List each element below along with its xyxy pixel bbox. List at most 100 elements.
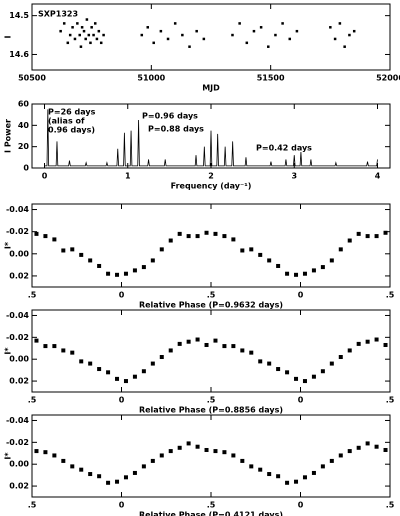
x-tick-label: 0 — [298, 501, 304, 510]
annotation: P=26 days — [48, 108, 96, 117]
data-point — [59, 29, 62, 33]
data-point — [70, 350, 75, 355]
x-tick-label: .5 — [28, 501, 37, 510]
y-tick-label: 60 — [18, 100, 30, 109]
y-axis-label: I* — [4, 241, 13, 249]
data-point — [285, 370, 290, 375]
data-point — [365, 339, 370, 344]
x-tick-label: .5 — [28, 396, 37, 405]
x-tick-label: 52000 — [376, 74, 400, 83]
data-point — [285, 271, 290, 276]
data-point — [177, 341, 182, 346]
x-axis-label: Relative Phase (P=0.8856 days) — [139, 406, 283, 415]
annotation: P=0.96 days — [142, 112, 198, 121]
data-point — [150, 458, 155, 463]
x-tick-label: .5 — [207, 291, 216, 300]
data-point — [43, 234, 48, 239]
data-point — [115, 272, 120, 277]
data-point — [213, 338, 218, 343]
data-point — [383, 447, 388, 452]
data-point — [383, 230, 388, 235]
data-point — [159, 247, 164, 252]
data-point — [245, 41, 249, 45]
data-point — [195, 444, 200, 449]
data-point — [159, 355, 164, 360]
data-point — [267, 258, 272, 263]
plot-frame — [31, 203, 391, 288]
x-tick-label: .5 — [386, 396, 395, 405]
data-point — [258, 467, 263, 472]
data-point — [347, 449, 352, 454]
data-point — [267, 45, 270, 48]
data-point — [61, 348, 66, 353]
y-tick-label: -0.04 — [6, 416, 29, 425]
y-tick-label: 0.00 — [9, 355, 29, 364]
data-point — [52, 237, 57, 242]
data-point — [338, 453, 343, 458]
data-point — [295, 29, 299, 33]
x-tick-label: 51500 — [257, 74, 285, 83]
data-point — [99, 41, 103, 45]
data-point — [213, 449, 218, 454]
annotation: P=0.88 days — [148, 125, 204, 134]
data-point — [294, 479, 299, 484]
y-tick-label: 0 — [23, 164, 29, 173]
data-point — [329, 26, 332, 29]
data-point — [231, 237, 236, 242]
data-point — [70, 247, 75, 252]
x-axis-label: Relative Phase (P=0.9632 days) — [139, 301, 283, 310]
data-point — [95, 37, 99, 41]
data-point — [79, 359, 84, 364]
data-point — [132, 374, 137, 379]
data-point — [61, 458, 66, 463]
plot-frame — [31, 3, 391, 71]
data-point — [288, 37, 292, 41]
data-point — [106, 370, 111, 375]
data-point — [89, 41, 92, 45]
data-point — [258, 252, 263, 257]
data-point — [356, 445, 361, 450]
data-point — [79, 252, 84, 257]
data-point — [71, 26, 74, 29]
y-tick-label: 0.00 — [9, 249, 29, 258]
data-point — [311, 470, 316, 475]
data-point — [374, 234, 379, 239]
data-point — [150, 361, 155, 366]
data-point — [302, 271, 307, 276]
data-point — [252, 29, 256, 33]
data-point — [141, 265, 146, 270]
data-point — [166, 37, 170, 41]
data-point — [90, 26, 93, 29]
data-point — [168, 348, 173, 353]
data-point — [281, 22, 284, 25]
data-point — [202, 37, 206, 41]
data-point — [320, 265, 325, 270]
data-point — [62, 22, 66, 25]
plot-frame — [31, 414, 391, 498]
data-point — [365, 441, 370, 446]
data-point — [365, 234, 370, 239]
data-point — [302, 475, 307, 480]
data-point — [102, 33, 105, 37]
data-point — [338, 22, 342, 25]
data-point — [356, 341, 361, 346]
data-point — [146, 26, 150, 29]
data-point — [168, 449, 173, 454]
data-point — [186, 339, 191, 344]
data-point — [177, 445, 182, 450]
y-tick-label: -0.02 — [6, 438, 29, 447]
data-point — [356, 231, 361, 236]
data-point — [78, 33, 81, 37]
x-tick-label: 0 — [119, 501, 125, 510]
data-point — [188, 45, 191, 48]
data-point — [238, 22, 241, 25]
x-axis-label: MJD — [202, 84, 220, 93]
data-point — [34, 338, 39, 343]
x-tick-label: 0 — [298, 396, 304, 405]
data-point — [276, 263, 281, 268]
data-point — [186, 441, 191, 446]
data-point — [231, 344, 236, 349]
data-point — [222, 344, 227, 349]
data-point — [347, 348, 352, 353]
